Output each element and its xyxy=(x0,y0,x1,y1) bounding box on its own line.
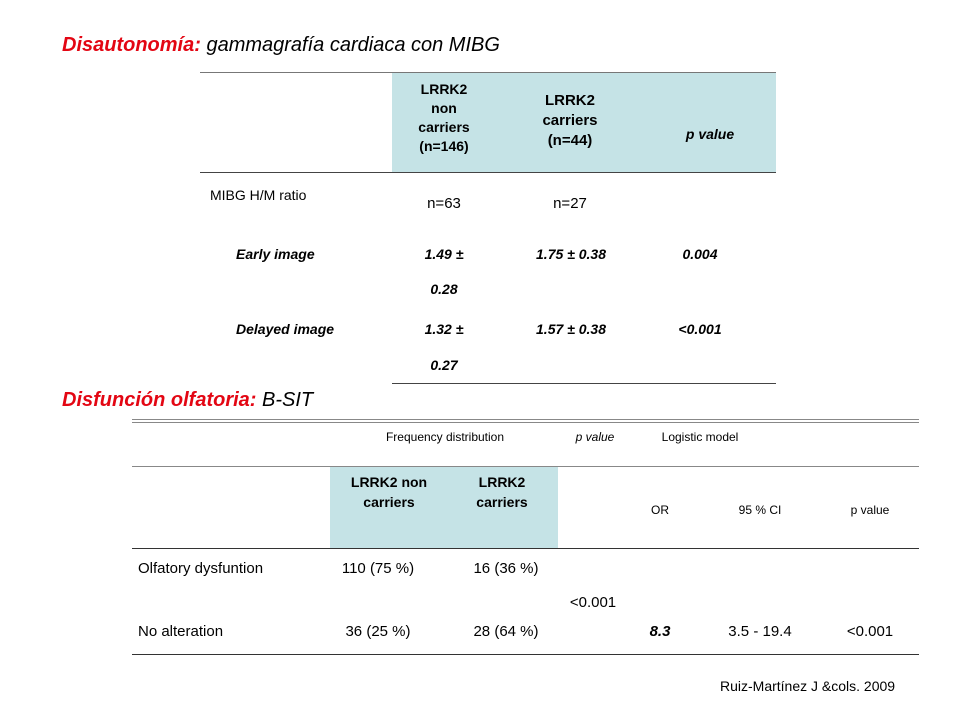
bsit-sub-noncarriers-line: LRRK2 non xyxy=(350,474,428,490)
bsit-header-logistic: Logistic model xyxy=(661,430,739,444)
mibg-table-bottom-border xyxy=(392,383,776,384)
mibg-cell-noncarriers: 1.49 ± xyxy=(424,246,464,262)
bsit-row-label: No alteration xyxy=(138,623,224,640)
bsit-sub-p: p value xyxy=(850,503,890,517)
bsit-group-border xyxy=(132,466,919,467)
bsit-header-pvalue: p value xyxy=(575,430,615,444)
mibg-header-p: p value xyxy=(685,126,735,142)
bsit-cell-p: <0.001 xyxy=(846,623,894,640)
bsit-table-top-border xyxy=(132,419,919,420)
bsit-table-bottom-border xyxy=(132,654,919,655)
bsit-cell-ci: 3.5 - 19.4 xyxy=(728,623,792,640)
bsit-sub-noncarriers: LRRK2 non carriers xyxy=(330,472,448,512)
mibg-header-carriers-line: (n=44) xyxy=(547,132,593,149)
bsit-table-top-border xyxy=(132,422,919,423)
mibg-row-label: MIBG H/M ratio xyxy=(210,187,307,203)
bsit-cell-noncarriers: 36 (25 %) xyxy=(345,623,411,640)
citation: Ruiz-Martínez J &cols. 2009 xyxy=(720,678,896,694)
mibg-header-carriers: LRRK2 carriers (n=44) xyxy=(520,91,620,151)
bsit-header-border xyxy=(132,548,919,549)
bsit-sub-carriers-line: LRRK2 xyxy=(478,474,526,490)
bsit-sub-noncarriers-line: carriers xyxy=(363,494,415,510)
section2-title-rest: B-SIT xyxy=(256,389,314,411)
section2-title: Disfunción olfatoria: B-SIT xyxy=(62,389,313,412)
mibg-cell-p: 0.004 xyxy=(682,246,718,262)
mibg-cell-noncarriers: n=63 xyxy=(427,195,461,212)
bsit-sub-ci: 95 % CI xyxy=(738,503,782,517)
mibg-cell-carriers: 1.57 ± 0.38 xyxy=(536,321,606,337)
bsit-cell-carriers: 28 (64 %) xyxy=(473,623,539,640)
bsit-cell-pvalue-merged: <0.001 xyxy=(569,594,617,611)
mibg-cell-p: <0.001 xyxy=(678,321,722,337)
mibg-row-label: Early image xyxy=(236,246,315,262)
section1-title-rest: gammagrafía cardiaca con MIBG xyxy=(200,34,500,56)
mibg-header-noncarriers-line: non xyxy=(431,100,457,116)
mibg-cell-noncarriers-cont: 0.28 xyxy=(430,281,458,297)
section1-title: Disautonomía: gammagrafía cardiaca con M… xyxy=(62,34,500,57)
mibg-header-noncarriers-line: (n=146) xyxy=(419,138,469,154)
mibg-header-noncarriers-line: LRRK2 xyxy=(420,81,468,97)
section1-title-highlight: Disautonomía: xyxy=(62,34,201,56)
bsit-row-label: Olfatory dysfuntion xyxy=(138,560,264,577)
mibg-table: LRRK2 non carriers (n=146) LRRK2 carrier… xyxy=(200,72,776,384)
bsit-subheader-shade xyxy=(330,466,558,548)
bsit-sub-carriers: LRRK2 carriers xyxy=(452,472,552,512)
section2-title-highlight: Disfunción olfatoria: xyxy=(62,389,257,411)
mibg-header-border xyxy=(200,172,776,173)
mibg-cell-carriers: n=27 xyxy=(553,195,587,212)
mibg-cell-noncarriers-cont: 0.27 xyxy=(430,357,458,373)
mibg-cell-carriers: 1.75 ± 0.38 xyxy=(536,246,606,262)
mibg-header-noncarriers-line: carriers xyxy=(418,119,470,135)
bsit-cell-noncarriers: 110 (75 %) xyxy=(341,560,415,577)
bsit-cell-or: 8.3 xyxy=(649,623,671,640)
mibg-header-noncarriers: LRRK2 non carriers (n=146) xyxy=(392,80,496,156)
bsit-sub-carriers-line: carriers xyxy=(476,494,528,510)
mibg-header-shade xyxy=(392,73,776,172)
mibg-header-carriers-line: carriers xyxy=(542,112,598,129)
bsit-sub-or: OR xyxy=(651,503,669,517)
mibg-table-top-border xyxy=(200,72,776,73)
bsit-cell-carriers: 16 (36 %) xyxy=(473,560,539,577)
mibg-row-label: Delayed image xyxy=(236,321,335,337)
mibg-header-carriers-line: LRRK2 xyxy=(544,92,595,109)
bsit-header-frequency: Frequency distribution xyxy=(385,430,505,444)
mibg-cell-noncarriers: 1.32 ± xyxy=(424,321,464,337)
